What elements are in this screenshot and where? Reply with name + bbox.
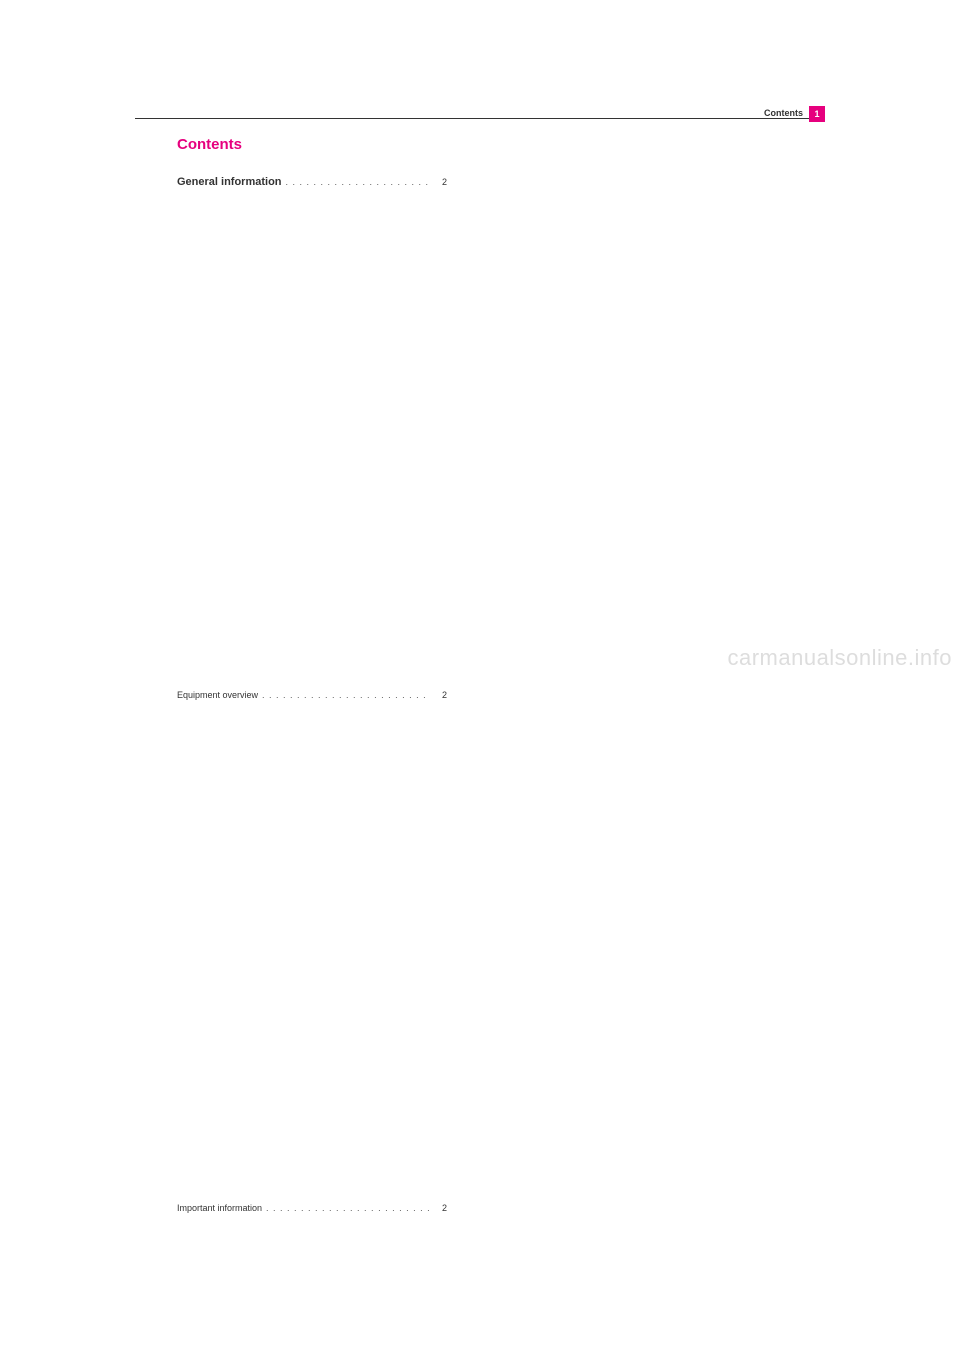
page-number-tab: 1 bbox=[809, 106, 825, 122]
toc-heading-label: General information bbox=[177, 176, 282, 188]
document-page: Contents 1 Contents General information … bbox=[135, 96, 825, 606]
toc-item-label: Important information bbox=[177, 1203, 262, 1213]
toc-item-page: 2 bbox=[433, 690, 447, 1200]
header-rule bbox=[135, 118, 825, 119]
toc-dots: . . . . . . . . . . . . . . . . . . . . … bbox=[262, 690, 429, 700]
table-of-contents: General information . . . . . . . . . . … bbox=[177, 176, 447, 1358]
toc-dots: . . . . . . . . . . . . . . . . . . . . … bbox=[266, 1203, 429, 1213]
toc-heading-page: 2 bbox=[433, 177, 447, 687]
watermark: carmanualsonline.info bbox=[727, 645, 952, 671]
header-section-label: Contents bbox=[764, 108, 803, 118]
toc-item-label: Equipment overview bbox=[177, 690, 258, 700]
toc-item-row: Important information . . . . . . . . . … bbox=[177, 1203, 447, 1358]
toc-dots: . . . . . . . . . . . . . . . . . . . . … bbox=[286, 177, 429, 187]
page-title: Contents bbox=[177, 136, 242, 153]
toc-heading-row: General information . . . . . . . . . . … bbox=[177, 176, 447, 687]
toc-item-page: 2 bbox=[433, 1203, 447, 1358]
toc-item-row: Equipment overview . . . . . . . . . . .… bbox=[177, 690, 447, 1200]
